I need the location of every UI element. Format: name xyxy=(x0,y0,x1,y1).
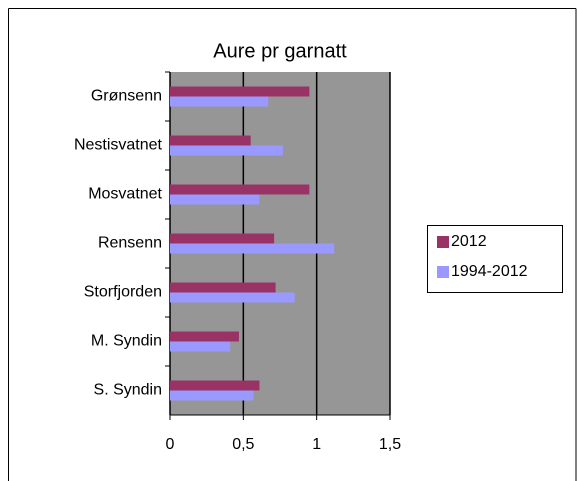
y-tick-label: Grønsenn xyxy=(91,88,162,105)
bar xyxy=(170,292,295,303)
bar xyxy=(170,243,335,254)
bar xyxy=(170,331,239,342)
y-tick-label: S. Syndin xyxy=(94,382,162,399)
bar xyxy=(170,135,251,146)
bar xyxy=(170,233,275,244)
bar xyxy=(170,86,310,97)
bar xyxy=(170,96,269,107)
x-tick-label: 0 xyxy=(166,436,175,453)
bar xyxy=(170,341,231,352)
bar xyxy=(170,194,260,205)
y-tick-label: Mosvatnet xyxy=(88,186,162,203)
y-tick-label: Rensenn xyxy=(98,235,162,252)
legend-box xyxy=(427,225,563,293)
y-tick-label: M. Syndin xyxy=(91,333,162,350)
legend-label: 2012 xyxy=(451,233,487,250)
bar xyxy=(170,282,276,293)
bar xyxy=(170,145,283,156)
x-tick-label: 1,5 xyxy=(379,436,401,453)
bar xyxy=(170,380,260,391)
y-tick-label: Storfjorden xyxy=(84,284,162,301)
legend-swatch xyxy=(437,266,449,278)
chart-title: Aure pr garnatt xyxy=(213,40,347,62)
bar xyxy=(170,184,310,195)
y-tick-label: Nestisvatnet xyxy=(74,137,163,154)
x-tick-label: 0,5 xyxy=(232,436,254,453)
bar xyxy=(170,390,254,401)
legend-swatch xyxy=(437,236,449,248)
legend-label: 1994-2012 xyxy=(451,263,528,280)
x-tick-label: 1 xyxy=(312,436,321,453)
